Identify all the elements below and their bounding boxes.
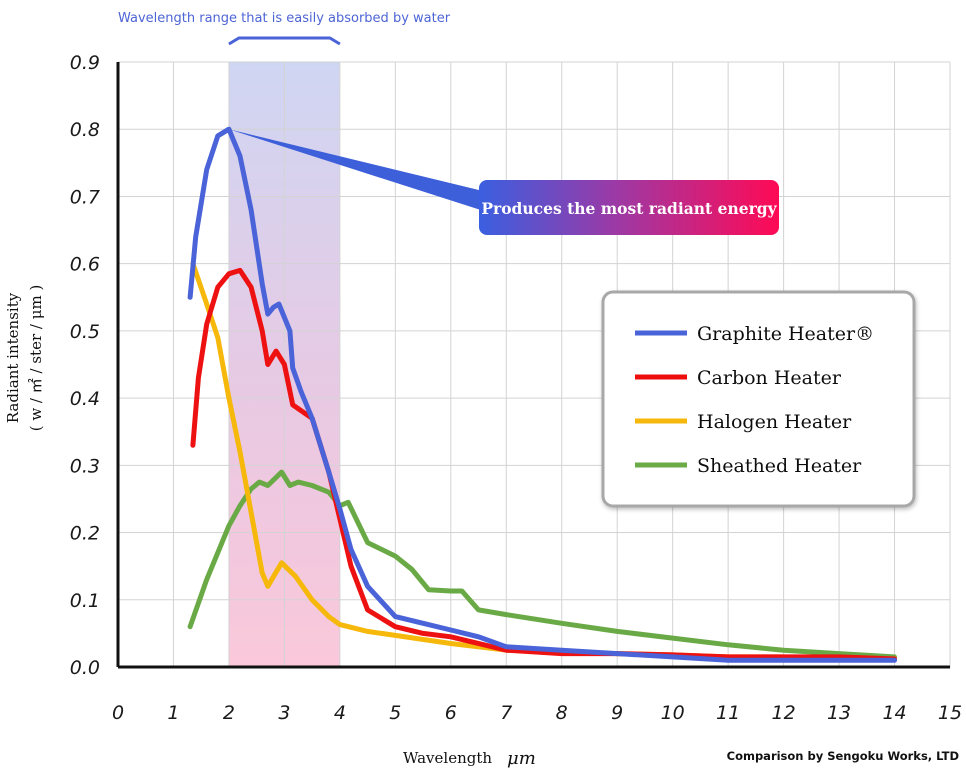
x-tick-label: 10 bbox=[661, 702, 685, 724]
series-lines bbox=[187, 126, 897, 663]
x-tick-label: 12 bbox=[772, 702, 796, 724]
series-line-graphite-heater bbox=[187, 126, 897, 663]
y-tick-label: 0.1 bbox=[70, 590, 100, 612]
y-tick-label: 0.7 bbox=[70, 186, 100, 208]
x-tick-label: 7 bbox=[500, 702, 512, 724]
legend-label: Graphite Heater® bbox=[697, 323, 874, 345]
y-axis-label: Radiant intensity bbox=[4, 292, 22, 423]
legend-label: Halogen Heater bbox=[697, 411, 852, 433]
y-tick-label: 0.8 bbox=[70, 119, 100, 141]
x-tick-label: 3 bbox=[278, 702, 290, 724]
y-axis-title: Radiant intensity ( w / ㎡ / ster / μm ) bbox=[4, 285, 45, 432]
x-tick-label: 14 bbox=[882, 702, 906, 724]
legend: Graphite Heater® Carbon Heater Halogen Hea… bbox=[601, 290, 916, 508]
x-tick-label: 8 bbox=[556, 702, 568, 724]
x-tick-label: 6 bbox=[445, 702, 457, 724]
x-tick-label: 9 bbox=[611, 702, 623, 724]
x-tick-label: 2 bbox=[223, 702, 235, 724]
band-bracket bbox=[228, 36, 341, 46]
x-tick-label: 1 bbox=[167, 702, 179, 724]
y-axis-unit: ( w / ㎡ / ster / μm ) bbox=[27, 285, 45, 432]
credit-text: Comparison by Sengoku Works, LTD bbox=[727, 749, 959, 763]
legend-label: Carbon Heater bbox=[697, 367, 842, 389]
y-tick-label: 0.4 bbox=[70, 388, 100, 410]
y-tick-label: 0.5 bbox=[70, 321, 100, 343]
x-axis-unit: μm bbox=[507, 748, 536, 769]
band-label: Wavelength range that is easily absorbed… bbox=[118, 11, 451, 26]
y-tick-label: 0.2 bbox=[70, 523, 100, 545]
y-tick-label: 0.3 bbox=[70, 455, 100, 477]
y-tick-label: 0.9 bbox=[70, 52, 100, 74]
x-tick-label: 4 bbox=[334, 702, 346, 724]
callout-box bbox=[479, 180, 779, 235]
callout-pointer bbox=[228, 129, 487, 212]
x-tick-label: 15 bbox=[938, 702, 962, 724]
y-tick-label: 0.6 bbox=[70, 254, 100, 276]
axes: 0.00.10.20.30.40.50.60.70.80.90 1 2 3 4 5 6 7 8 9… bbox=[70, 52, 962, 724]
callout: Produces the most radiant energy bbox=[228, 129, 779, 235]
x-axis-label: Wavelength bbox=[403, 749, 492, 767]
x-tick-label: 11 bbox=[716, 702, 740, 724]
legend-label: Sheathed Heater bbox=[697, 455, 862, 477]
x-tick-label: 5 bbox=[389, 702, 401, 724]
y-tick-label: 0.0 bbox=[70, 657, 100, 679]
x-tick-label: 13 bbox=[827, 702, 851, 724]
x-tick-label: 0 bbox=[112, 702, 124, 724]
x-axis-title: Wavelength μm bbox=[403, 748, 536, 769]
legend-box bbox=[601, 290, 916, 508]
callout-text: Produces the most radiant energy bbox=[481, 199, 777, 218]
